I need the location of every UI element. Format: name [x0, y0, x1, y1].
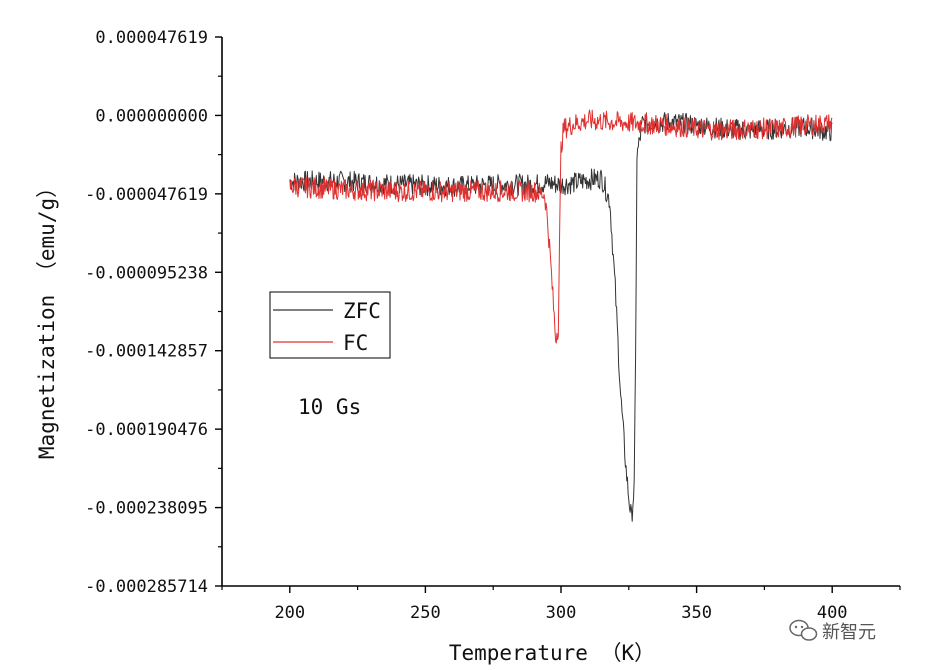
- y-axis-label: Magnetization （emu/g）: [35, 177, 59, 459]
- watermark-text: 新智元: [822, 622, 876, 643]
- x-tick-label: 250: [410, 603, 441, 623]
- x-tick-label: 400: [817, 603, 848, 623]
- y-ticks: 0.000047619 0.000000000 -0.000047619 -0.000…: [85, 28, 222, 597]
- legend: ZFC FC: [269, 291, 391, 359]
- y-tick-label: -0.000095238: [85, 263, 208, 283]
- x-axis-label: Temperature （K）: [449, 641, 655, 665]
- y-tick-label: 0.000047619: [95, 28, 208, 48]
- field-annotation: 10 Gs: [298, 395, 361, 419]
- y-tick-label: -0.000142857: [85, 342, 208, 362]
- y-tick-label: 0.000000000: [95, 106, 208, 126]
- wechat-icon: [789, 619, 818, 641]
- watermark: 新智元: [789, 619, 876, 643]
- series-line-fc: [289, 109, 833, 344]
- y-tick-label: -0.000190476: [85, 420, 208, 440]
- y-tick-label: -0.000047619: [85, 185, 208, 205]
- y-tick-label: -0.000238095: [85, 499, 208, 519]
- legend-box: [269, 291, 391, 359]
- x-tick-label: 350: [681, 603, 712, 623]
- series-layer: [289, 109, 833, 522]
- y-tick-label: -0.000285714: [85, 577, 208, 597]
- legend-label-zfc: ZFC: [343, 299, 381, 323]
- legend-label-fc: FC: [343, 331, 368, 355]
- x-ticks: 200 250 300 350 400: [221, 586, 901, 623]
- x-tick-label: 300: [546, 603, 577, 623]
- x-tick-label: 200: [274, 603, 305, 623]
